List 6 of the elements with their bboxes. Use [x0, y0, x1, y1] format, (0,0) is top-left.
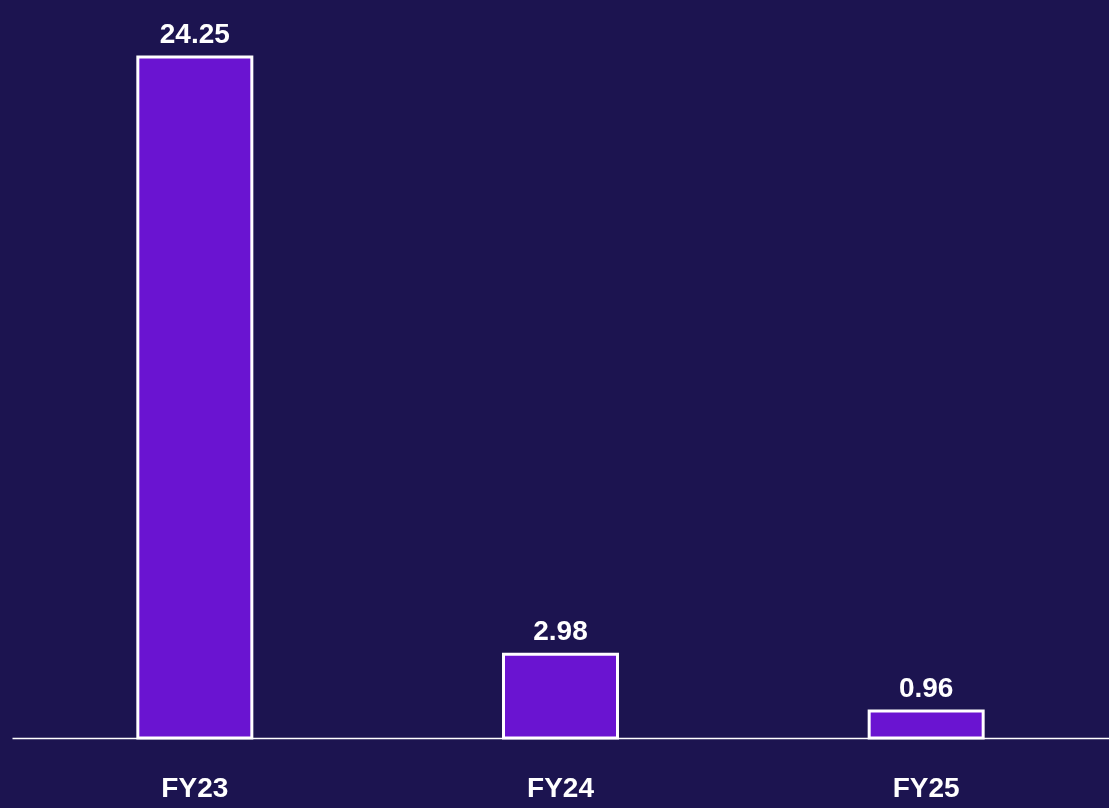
x-tick-label: FY25	[892, 771, 960, 803]
data-label: 0.96	[898, 672, 954, 704]
data-label: 24.25	[159, 18, 230, 49]
x-tick-label: FY24	[527, 771, 595, 803]
x-tick-label: FY23	[161, 771, 229, 803]
data-label: 2.98	[533, 615, 588, 647]
